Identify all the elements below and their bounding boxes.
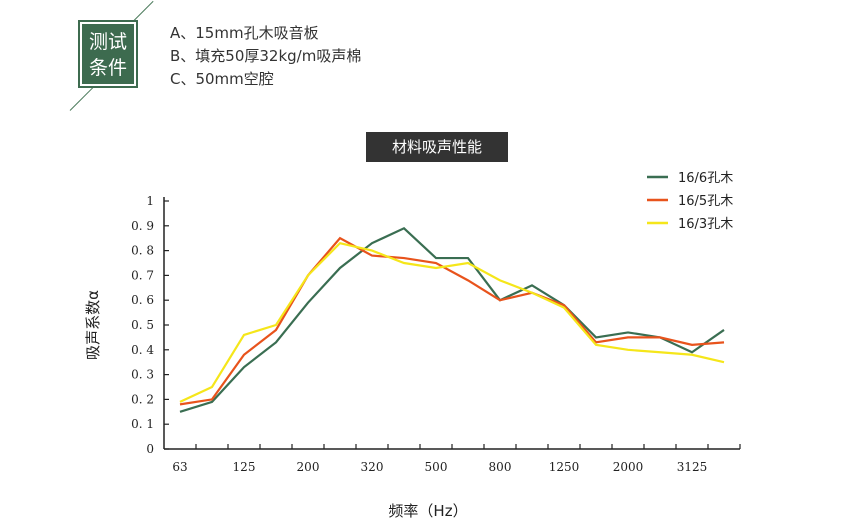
- y-tick-label: 0. 5: [131, 318, 154, 332]
- y-tick-label: 0. 7: [131, 268, 154, 282]
- chart-title: 材料吸声性能: [366, 132, 508, 162]
- badge-line: 条件: [88, 57, 127, 79]
- x-tick-label: 320: [361, 460, 384, 474]
- x-tick-label: 63: [172, 460, 187, 474]
- x-axis-label: 频率（Hz）: [388, 502, 467, 520]
- y-tick-label: 1: [146, 194, 154, 208]
- y-tick-label: 0. 2: [131, 392, 154, 406]
- condition-item: B、填充50厚32kg/m吸声棉: [170, 47, 362, 65]
- y-tick-label: 0. 6: [131, 293, 154, 307]
- conditions-list: A、15mm孔木吸音板 B、填充50厚32kg/m吸声棉 C、50mm空腔: [170, 22, 361, 91]
- badge-line: 测试: [88, 31, 127, 53]
- y-tick-label: 0. 3: [131, 368, 154, 382]
- x-tick-label: 800: [489, 460, 512, 474]
- legend-label: 16/5孔木: [678, 194, 733, 209]
- test-conditions-badge: 测试 条件: [78, 20, 138, 88]
- y-tick-label: 0. 9: [131, 219, 154, 233]
- condition-item: A、15mm孔木吸音板: [170, 24, 319, 42]
- x-tick-label: 3125: [677, 460, 708, 474]
- x-tick-label: 125: [233, 460, 256, 474]
- y-tick-label: 0. 4: [131, 343, 154, 357]
- legend-label: 16/3孔木: [678, 217, 733, 232]
- series-line: [179, 241, 725, 403]
- x-tick-label: 200: [297, 460, 320, 474]
- x-tick-label: 500: [425, 460, 448, 474]
- series-line: [179, 226, 725, 413]
- y-tick-label: 0. 8: [131, 244, 154, 258]
- series-line: [179, 236, 725, 406]
- x-tick-label: 2000: [613, 460, 644, 474]
- y-axis-label: 吸声系数α: [84, 290, 102, 360]
- y-tick-label: 0: [146, 442, 154, 456]
- y-tick-label: 0. 1: [131, 417, 154, 431]
- condition-item: C、50mm空腔: [170, 70, 274, 88]
- legend-label: 16/6孔木: [678, 171, 733, 186]
- x-tick-label: 1250: [549, 460, 580, 474]
